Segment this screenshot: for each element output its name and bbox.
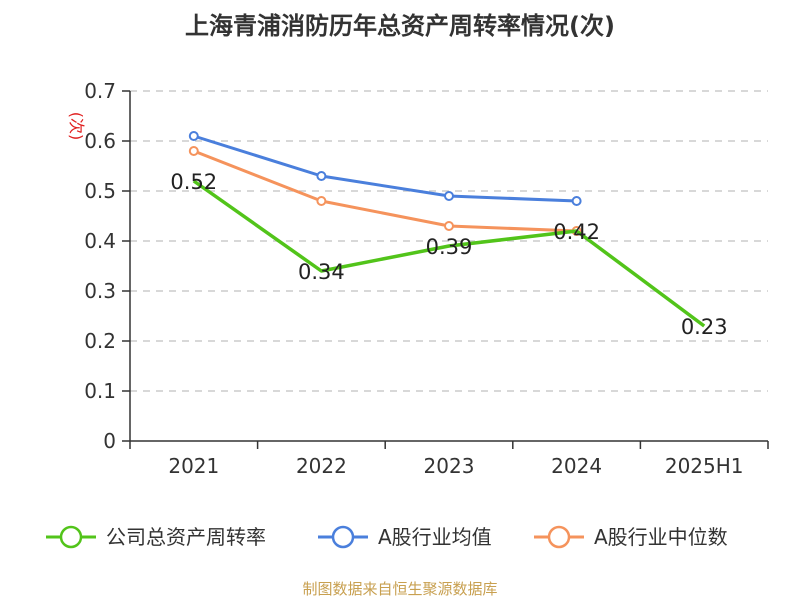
series-1 bbox=[188, 131, 582, 206]
series-lines bbox=[188, 131, 706, 328]
data-point[interactable] bbox=[188, 131, 199, 141]
data-label: 0.52 bbox=[170, 170, 217, 194]
legend: 公司总资产周转率 A股行业均值 A股行业中位数 bbox=[46, 525, 728, 549]
legend-item-0[interactable]: 公司总资产周转率 bbox=[46, 525, 266, 549]
legend-label: A股行业中位数 bbox=[594, 525, 728, 549]
legend-marker bbox=[547, 525, 571, 549]
data-point[interactable] bbox=[316, 171, 327, 181]
y-axis-unit-label: (次) bbox=[67, 112, 86, 141]
data-point[interactable] bbox=[444, 191, 454, 201]
legend-label: 公司总资产周转率 bbox=[106, 525, 266, 549]
series-0 bbox=[192, 179, 706, 328]
x-tick-label: 2025H1 bbox=[665, 454, 744, 478]
data-point[interactable] bbox=[444, 221, 454, 231]
data-label: 0.34 bbox=[298, 260, 345, 284]
y-tick-label: 0 bbox=[103, 429, 116, 453]
legend-label: A股行业均值 bbox=[378, 525, 492, 549]
x-tick-label: 2024 bbox=[551, 454, 602, 478]
y-tick-label: 0.1 bbox=[84, 379, 116, 403]
data-labels: 0.52 0.34 0.39 0.42 0.23 bbox=[170, 170, 727, 339]
y-tick-label: 0.2 bbox=[84, 329, 116, 353]
legend-item-2[interactable]: A股行业中位数 bbox=[534, 525, 728, 549]
data-point[interactable] bbox=[188, 146, 199, 156]
y-tick-label: 0.6 bbox=[84, 129, 116, 153]
x-tick-label: 2022 bbox=[296, 454, 347, 478]
data-point[interactable] bbox=[316, 196, 327, 206]
legend-marker bbox=[59, 525, 83, 549]
data-point[interactable] bbox=[571, 196, 582, 206]
legend-item-1[interactable]: A股行业均值 bbox=[318, 525, 492, 549]
x-tick-label: 2021 bbox=[168, 454, 219, 478]
legend-marker bbox=[331, 525, 355, 549]
y-tick-label: 0.4 bbox=[84, 229, 116, 253]
data-label: 0.39 bbox=[426, 235, 473, 259]
data-label: 0.42 bbox=[553, 220, 600, 244]
y-tick-label: 0.3 bbox=[84, 279, 116, 303]
source-note: 制图数据来自恒生聚源数据库 bbox=[302, 580, 497, 598]
y-tick-label: 0.5 bbox=[84, 179, 116, 203]
chart-title: 上海青浦消防历年总资产周转率情况(次) bbox=[185, 12, 615, 40]
series-line bbox=[192, 179, 706, 328]
axes: 0 0.1 0.2 0.3 0.4 0.5 0.6 0.7 2021 2022 2023 2024 20… bbox=[84, 79, 769, 478]
series-line bbox=[193, 134, 577, 203]
series-line bbox=[193, 149, 577, 233]
y-tick-label: 0.7 bbox=[84, 79, 116, 103]
x-tick-label: 2023 bbox=[424, 454, 475, 478]
series-2 bbox=[188, 146, 582, 236]
data-label: 0.23 bbox=[681, 315, 728, 339]
